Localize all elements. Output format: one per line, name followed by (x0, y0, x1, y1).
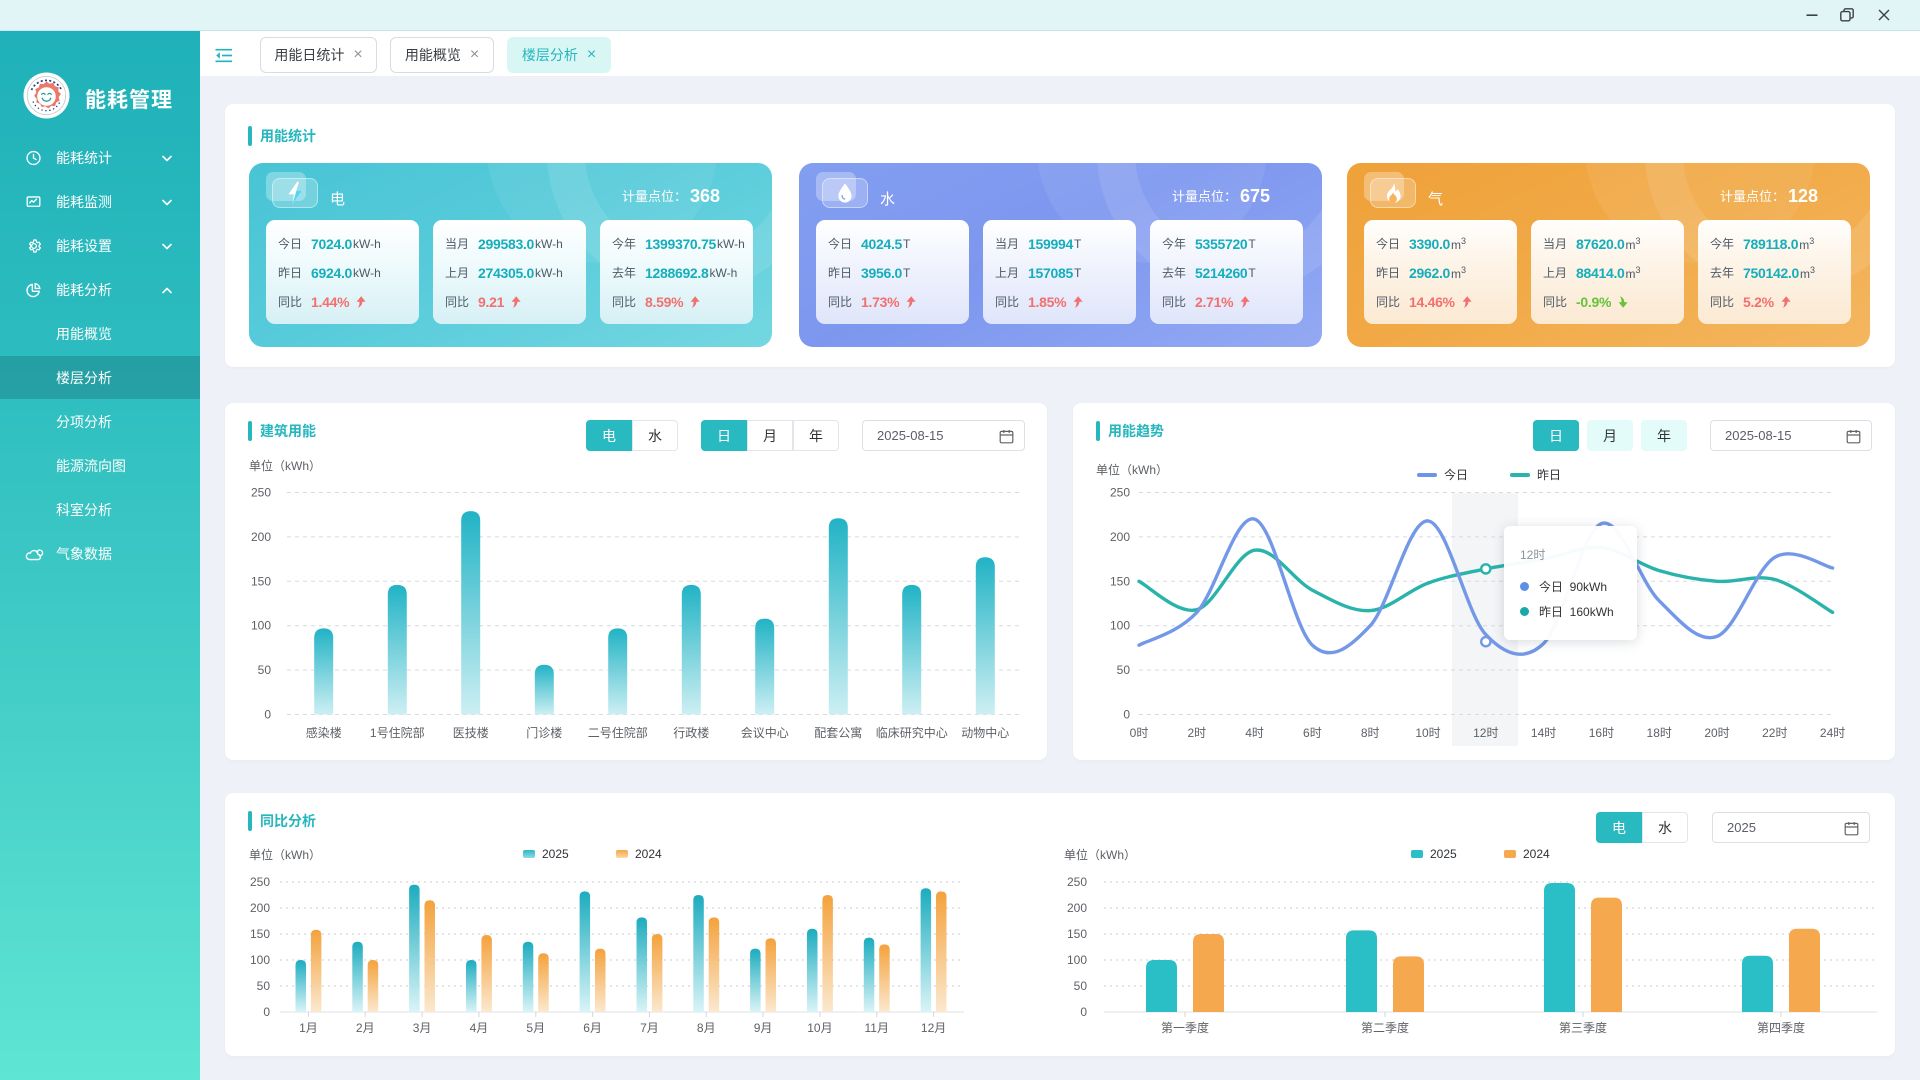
svg-text:50: 50 (1074, 979, 1088, 993)
svg-text:200: 200 (251, 530, 271, 544)
svg-text:18时: 18时 (1647, 726, 1672, 740)
svg-text:医技楼: 医技楼 (453, 725, 489, 740)
svg-text:1月: 1月 (299, 1021, 318, 1035)
svg-text:第四季度: 第四季度 (1757, 1020, 1805, 1035)
svg-text:100: 100 (251, 619, 271, 633)
svg-text:50: 50 (258, 663, 272, 677)
svg-text:200: 200 (1067, 901, 1087, 915)
svg-text:150: 150 (1067, 927, 1087, 941)
svg-text:150: 150 (250, 927, 270, 941)
svg-text:50: 50 (257, 979, 271, 993)
svg-text:16时: 16时 (1589, 726, 1614, 740)
svg-text:100: 100 (250, 953, 270, 967)
svg-text:9月: 9月 (754, 1021, 773, 1035)
svg-text:10月: 10月 (807, 1021, 832, 1035)
svg-text:临床研究中心: 临床研究中心 (876, 725, 948, 740)
svg-text:150: 150 (1110, 574, 1130, 588)
svg-text:8月: 8月 (697, 1021, 716, 1035)
svg-text:11月: 11月 (865, 1021, 889, 1035)
svg-text:100: 100 (1110, 619, 1130, 633)
svg-text:150: 150 (251, 574, 271, 588)
svg-text:4月: 4月 (470, 1021, 489, 1035)
svg-text:5月: 5月 (526, 1021, 545, 1035)
svg-text:0: 0 (1123, 708, 1130, 722)
svg-text:配套公寓: 配套公寓 (814, 725, 862, 740)
svg-text:2时: 2时 (1187, 726, 1206, 740)
svg-text:7月: 7月 (640, 1021, 659, 1035)
svg-text:24时: 24时 (1820, 726, 1845, 740)
svg-text:8时: 8时 (1361, 726, 1380, 740)
svg-text:第一季度: 第一季度 (1161, 1020, 1209, 1035)
svg-text:100: 100 (1067, 953, 1087, 967)
svg-text:会议中心: 会议中心 (741, 725, 789, 740)
svg-text:第三季度: 第三季度 (1559, 1020, 1607, 1035)
svg-text:门诊楼: 门诊楼 (526, 725, 562, 740)
svg-text:感染楼: 感染楼 (306, 725, 342, 740)
svg-text:20时: 20时 (1704, 726, 1729, 740)
svg-text:10时: 10时 (1415, 726, 1440, 740)
svg-text:1号住院部: 1号住院部 (370, 725, 425, 740)
svg-text:250: 250 (1110, 486, 1130, 500)
svg-text:0: 0 (1080, 1005, 1087, 1019)
svg-text:行政楼: 行政楼 (673, 725, 709, 740)
svg-text:0: 0 (264, 708, 271, 722)
svg-text:二号住院部: 二号住院部 (588, 725, 648, 740)
svg-text:3月: 3月 (413, 1021, 432, 1035)
svg-text:0: 0 (263, 1005, 270, 1019)
svg-text:12月: 12月 (921, 1021, 946, 1035)
svg-text:0时: 0时 (1130, 726, 1149, 740)
svg-text:14时: 14时 (1531, 726, 1556, 740)
svg-text:6月: 6月 (583, 1021, 602, 1035)
svg-text:4时: 4时 (1245, 726, 1264, 740)
svg-text:50: 50 (1117, 663, 1131, 677)
svg-text:6时: 6时 (1303, 726, 1322, 740)
svg-text:第二季度: 第二季度 (1361, 1020, 1409, 1035)
svg-text:动物中心: 动物中心 (961, 725, 1009, 740)
svg-text:200: 200 (250, 901, 270, 915)
svg-text:250: 250 (250, 875, 270, 889)
svg-text:200: 200 (1110, 530, 1130, 544)
svg-text:22时: 22时 (1762, 726, 1787, 740)
svg-text:250: 250 (251, 486, 271, 500)
svg-text:12时: 12时 (1473, 726, 1498, 740)
svg-text:2月: 2月 (356, 1021, 375, 1035)
svg-text:250: 250 (1067, 875, 1087, 889)
